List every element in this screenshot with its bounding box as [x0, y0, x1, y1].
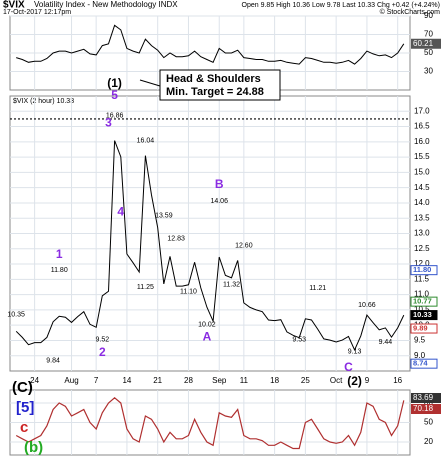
x-tick-label: 16 [393, 376, 402, 385]
top-value-box [411, 38, 441, 49]
price-box [410, 296, 438, 307]
top-tick-label: 30 [424, 67, 433, 76]
annotation: 1 [56, 247, 63, 261]
annotation: 11.21 [309, 285, 326, 292]
annotation: 2 [99, 345, 106, 359]
x-tick-label: Sep [212, 376, 227, 385]
top-tick-label: 70 [424, 30, 433, 39]
annotation: 9.84 [46, 357, 60, 364]
quote: Open 9.85 High 10.36 Low 9.78 Last 10.33… [242, 2, 440, 9]
annotation: (1) [107, 76, 122, 90]
callout-text: Min. Target = 24.88 [166, 86, 264, 98]
price-box [410, 310, 438, 321]
top-tick-label: 90 [424, 11, 433, 20]
y-tick-label: 9.0 [414, 351, 426, 360]
x-tick-label: 28 [184, 376, 193, 385]
wave-label: c [20, 419, 28, 436]
y-tick-label: 14.5 [414, 183, 430, 192]
wave-label: (b) [24, 439, 43, 456]
annotation: 10.35 [7, 311, 25, 318]
annotation: 9.44 [379, 339, 393, 346]
bottom-value-box [411, 404, 441, 414]
subtitle: Volatility Index - New Methodology INDX [34, 0, 178, 9]
y-tick-label: 11.0 [414, 290, 430, 299]
annotation: 11.25 [137, 284, 154, 291]
annotation: 11.80 [51, 267, 68, 274]
x-tick-label: 7 [94, 376, 99, 385]
annotation: 14.06 [210, 198, 228, 205]
x-tick-label: Aug [64, 376, 78, 385]
annotation: 11.10 [180, 288, 197, 295]
price-box [410, 323, 438, 334]
bottom-tick-label: 20 [424, 437, 433, 446]
x-tick-label: 25 [301, 376, 310, 385]
bottom-value-box [411, 393, 441, 403]
price-label: 10.77 [413, 297, 432, 306]
x-tick-label: 11 [240, 376, 249, 385]
annotation: 16.04 [137, 137, 155, 144]
top-tick-label: 50 [424, 48, 433, 57]
annotation: 10.02 [198, 321, 216, 328]
y-tick-label: 16.5 [414, 122, 430, 131]
annotation: C [344, 360, 353, 374]
y-tick-label: 12.0 [414, 259, 430, 268]
price-box [410, 358, 438, 369]
y-tick-label: 11.5 [414, 274, 430, 283]
bottom-tick-label: 50 [424, 418, 433, 427]
rsi-line [16, 24, 405, 65]
y-tick-label: 13.5 [414, 213, 430, 222]
legend: $VIX (2 hour) 10.33 [13, 98, 74, 105]
y-tick-label: 12.5 [414, 244, 430, 253]
callout-pointer [139, 79, 161, 87]
wave-label: [5] [16, 399, 34, 416]
annotation: 12.60 [235, 243, 253, 250]
annotation: (2) [347, 374, 362, 388]
price-label: 10.33 [413, 310, 432, 319]
x-tick-label: 24 [30, 376, 39, 385]
y-tick-label: 13.0 [414, 229, 430, 238]
annotation: 3 [105, 116, 112, 130]
y-tick-label: 17.0 [414, 106, 430, 115]
annotation: 9.53 [292, 336, 306, 343]
bottom-value-label: 83.69 [413, 393, 434, 402]
price-label: 9.89 [413, 324, 428, 333]
annotation: 10.66 [358, 302, 376, 309]
price-box [410, 265, 438, 276]
y-tick-label: 9.5 [414, 336, 426, 345]
credit: © StockCharts.com [380, 8, 441, 16]
x-tick-label: 9 [365, 376, 370, 385]
price-line [15, 140, 405, 352]
annotation: 4 [117, 204, 124, 218]
price-label: 11.80 [413, 265, 431, 274]
y-tick-label: 15.5 [414, 152, 430, 161]
price-label: 8.74 [413, 359, 428, 368]
wave-label: (C) [12, 379, 33, 396]
title: $VIX [3, 0, 25, 11]
annotation: 12.83 [167, 236, 185, 243]
x-tick-label: 18 [270, 376, 279, 385]
oscillator-line [15, 397, 405, 450]
x-tick-label: 14 [122, 376, 131, 385]
y-tick-label: 14.0 [414, 198, 430, 207]
x-tick-label: Oct [330, 376, 343, 385]
y-tick-label: 16.0 [414, 137, 430, 146]
callout-text: Head & Shoulders [166, 73, 261, 85]
annotation: A [203, 330, 212, 344]
annotation: 11.32 [223, 282, 240, 289]
annotation: 5 [111, 88, 118, 102]
annotation: 9.52 [95, 337, 109, 344]
timestamp: 17-Oct-2017 12:17pm [3, 9, 71, 16]
callout-box [159, 69, 281, 101]
y-tick-label: 10.5 [414, 305, 430, 314]
annotation: 16.86 [106, 112, 124, 119]
x-tick-label: 21 [153, 376, 162, 385]
annotation: B [215, 177, 224, 191]
y-tick-label: 15.0 [414, 167, 430, 176]
annotation: 9.13 [348, 349, 362, 356]
annotation: 13.59 [155, 212, 173, 219]
bottom-value-label: 70.18 [413, 404, 434, 413]
top-value-label: 60.21 [413, 39, 434, 48]
